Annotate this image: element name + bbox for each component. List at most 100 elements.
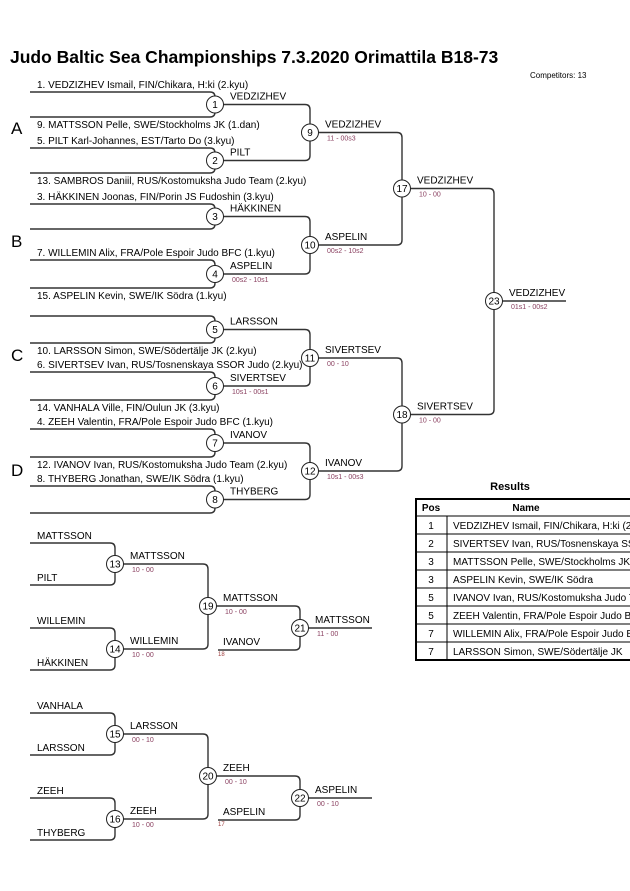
match-score: 10 - 00 [132, 567, 154, 574]
entry-label: 4. ZEEH Valentin, FRA/Pole Espoir Judo B… [37, 417, 273, 428]
repechage-entry-label: VANHALA [37, 701, 83, 712]
result-name: ZEEH Valentin, FRA/Pole Espoir Judo BFC [453, 611, 630, 622]
page-title: Judo Baltic Sea Championships 7.3.2020 O… [10, 47, 498, 67]
bracket-connector [30, 147, 216, 174]
repechage-entry-label: WILLEMIN [37, 616, 85, 627]
source-match-number: 17 [218, 822, 225, 828]
match-winner: IVANOV [325, 458, 362, 469]
result-name: LARSSON Simon, SWE/Södertälje JK [453, 647, 623, 658]
repechage-final-entrant: IVANOV [223, 637, 260, 648]
match-score: 10 - 00 [225, 609, 247, 616]
match-circle [199, 767, 217, 785]
match-number: 19 [202, 602, 214, 613]
repechage-entry-label: THYBERG [37, 828, 86, 839]
match-winner: ASPELIN [315, 785, 357, 796]
entry-label: 8. THYBERG Jonathan, SWE/IK Södra (1.kyu… [37, 474, 244, 485]
match-number: 21 [294, 624, 306, 635]
match-number: 13 [109, 560, 121, 571]
bracket-connector [115, 733, 209, 820]
result-name: MATTSSON Pelle, SWE/Stockholms JK (1.dan… [453, 557, 630, 568]
match-winner: WILLEMIN [130, 636, 178, 647]
match-score: 10 - 00 [419, 192, 441, 199]
match-circle [393, 405, 411, 424]
result-name: SIVERTSEV Ivan, RUS/Tosnenskaya SSOR Jud… [453, 539, 630, 550]
match-circle [206, 207, 224, 226]
result-name: WILLEMIN Alix, FRA/Pole Espoir Judo BFC [453, 629, 630, 640]
bracket-connector [30, 485, 216, 514]
match-number: 14 [109, 645, 121, 656]
match-number: 7 [212, 439, 218, 450]
match-winner: PILT [230, 148, 250, 159]
entry-label: 15. ASPELIN Kevin, SWE/IK Södra (1.kyu) [37, 291, 227, 302]
result-pos: 7 [428, 647, 434, 658]
match-number: 8 [212, 495, 218, 506]
match-circle [199, 597, 217, 615]
match-number: 20 [202, 772, 214, 783]
match-circle [393, 179, 411, 198]
match-number: 1 [212, 100, 218, 111]
entry-label: 14. VANHALA Ville, FIN/Oulun JK (3.kyu) [37, 403, 219, 414]
match-circle [106, 640, 124, 658]
match-number: 9 [307, 128, 313, 139]
entry-label: 3. HÄKKINEN Joonas, FIN/Porin JS Fudoshi… [37, 191, 274, 203]
match-score: 00s2 - 10s1 [232, 277, 269, 284]
bracket-connector [310, 131, 403, 246]
results-table: Results Pos Name 1 VEDZIZHEV Ismail, FIN/… [415, 481, 630, 661]
match-number: 18 [396, 410, 408, 421]
match-winner: VEDZIZHEV [230, 92, 286, 103]
match-number: 6 [212, 382, 218, 393]
match-winner: ASPELIN [325, 232, 367, 243]
match-score: 10s1 - 00s3 [327, 474, 364, 481]
match-winner: SIVERTSEV [325, 345, 381, 356]
bracket-connector [30, 371, 216, 401]
repechage-entry-label: LARSSON [37, 743, 85, 754]
entry-label: 5. PILT Karl-Johannes, EST/Tarto Do (3.k… [37, 136, 235, 147]
result-pos: 2 [428, 539, 434, 550]
match-winner: ZEEH [130, 806, 157, 817]
pool-label: C [11, 346, 23, 365]
match-winner: HÄKKINEN [230, 203, 281, 215]
result-pos: 3 [428, 557, 434, 568]
bracket-connector [30, 91, 216, 118]
match-circle [206, 377, 224, 395]
match-winner: MATTSSON [315, 615, 370, 626]
match-circle [106, 725, 124, 743]
match-score: 10 - 00 [419, 418, 441, 425]
entry-label: 6. SIVERTSEV Ivan, RUS/Tosnenskaya SSOR … [37, 360, 302, 371]
match-score: 00 - 10 [132, 737, 154, 744]
entry-label: 12. IVANOV Ivan, RUS/Kostomuksha Judo Te… [37, 460, 287, 471]
match-winner: MATTSSON [223, 593, 278, 604]
repechage-entry-label: HÄKKINEN [37, 657, 88, 669]
bracket-labels: A B C D 1. VEDZIZHEV Ismail, FIN/Chikara, H:… [11, 80, 565, 839]
match-score: 10 - 00 [132, 652, 154, 659]
match-score: 00 - 10 [317, 801, 339, 808]
entry-label: 1. VEDZIZHEV Ismail, FIN/Chikara, H:ki (… [37, 80, 248, 91]
repechage-entry-label: ZEEH [37, 786, 64, 797]
bracket-connector [310, 357, 403, 472]
match-circle [485, 292, 503, 310]
bracket-connector [402, 187, 495, 416]
pool-label: A [11, 119, 23, 138]
match-circle [301, 236, 319, 254]
match-winner: LARSSON [230, 317, 278, 328]
match-number: 5 [212, 325, 218, 336]
match-winner: LARSSON [130, 721, 178, 732]
repechage-entry-label: PILT [37, 573, 57, 584]
match-winner: VEDZIZHEV [417, 176, 473, 187]
result-pos: 5 [428, 593, 434, 604]
entry-label: 9. MATTSSON Pelle, SWE/Stockholms JK (1.… [37, 120, 260, 131]
entry-label: 7. WILLEMIN Alix, FRA/Pole Espoir Judo B… [37, 248, 275, 259]
match-circle [206, 265, 224, 283]
match-score: 01s1 - 00s2 [511, 304, 548, 311]
match-circle [206, 434, 224, 452]
match-score: 00 - 10 [327, 361, 349, 368]
match-circle [291, 789, 309, 807]
result-pos: 3 [428, 575, 434, 586]
match-number: 23 [488, 297, 500, 308]
match-winner: SIVERTSEV [417, 402, 473, 413]
match-score: 11 - 00s3 [327, 136, 356, 143]
match-circle [206, 95, 224, 114]
match-winner: THYBERG [230, 487, 279, 498]
match-number: 16 [109, 815, 121, 826]
